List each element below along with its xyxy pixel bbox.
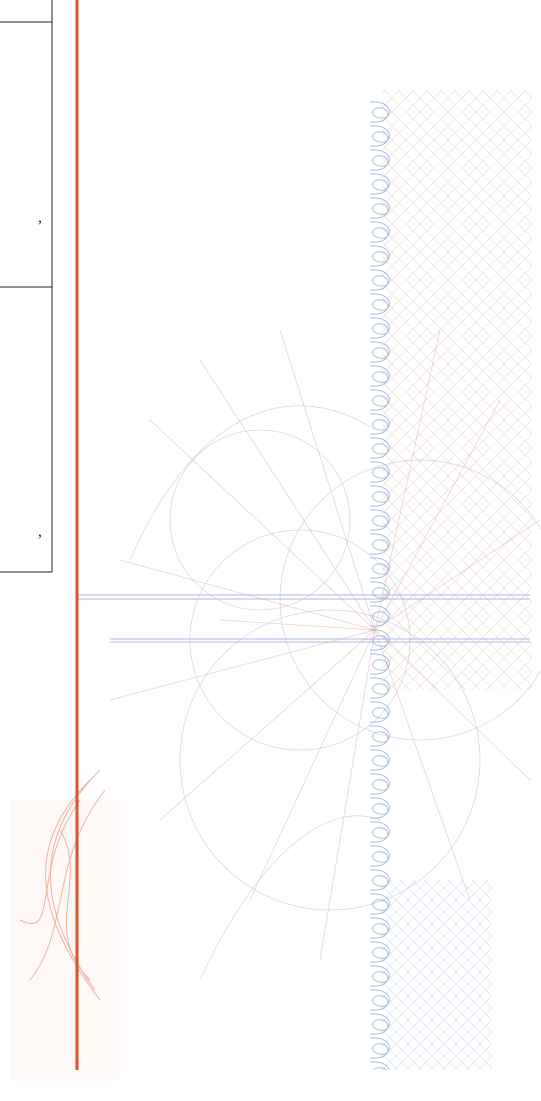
panel-text: , xyxy=(38,523,42,540)
crosshatch xyxy=(382,880,492,1070)
arcs xyxy=(129,405,541,981)
left-swirls xyxy=(19,769,106,1001)
radiating-lines xyxy=(109,329,541,961)
speckle xyxy=(10,800,120,1080)
loop-column xyxy=(366,100,396,1070)
panel-text: , xyxy=(38,209,42,226)
artwork xyxy=(10,0,541,1080)
horizontal-lines xyxy=(78,594,530,643)
panel-frames xyxy=(0,0,53,573)
crosshatch xyxy=(382,90,532,690)
